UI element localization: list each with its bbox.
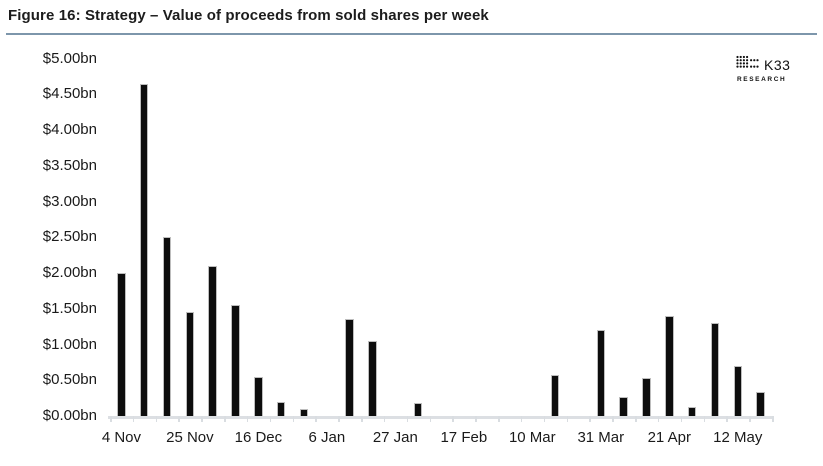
y-axis-label: $0.00bn — [42, 407, 97, 424]
x-axis-tick — [452, 416, 454, 422]
bar-23-dec — [276, 401, 286, 416]
bar-7-apr — [619, 396, 628, 416]
x-axis-label: 4 Nov — [101, 429, 141, 446]
x-axis-tick — [132, 416, 135, 422]
x-axis-label: 10 Mar — [508, 429, 556, 446]
x-axis-tick — [178, 416, 180, 422]
x-axis-tick — [338, 416, 340, 422]
logo-sub-text: RESEARCH — [737, 76, 787, 83]
bar-28-apr — [687, 407, 697, 416]
x-axis-tick — [429, 416, 432, 422]
x-axis-tick — [246, 416, 249, 422]
x-axis-tick — [315, 416, 317, 422]
bar-9-dec — [231, 305, 240, 416]
x-axis-tick — [292, 416, 295, 422]
x-axis-tick — [566, 416, 569, 422]
x-axis-tick — [635, 416, 637, 422]
x-axis-tick — [612, 416, 614, 422]
bar-17-mar — [550, 374, 560, 416]
bar-14-apr — [642, 378, 651, 416]
bar-20-jan — [368, 340, 377, 416]
bar-30-dec — [299, 408, 309, 416]
x-axis-tick — [475, 416, 477, 422]
x-axis-tick — [543, 416, 546, 422]
y-axis-label: $3.50bn — [42, 156, 97, 174]
x-axis-label: 12 May — [713, 429, 763, 446]
x-axis-tick — [680, 416, 683, 422]
y-axis-label: $1.00bn — [42, 335, 97, 353]
x-axis-tick — [224, 416, 226, 422]
bar-25-nov — [185, 312, 195, 416]
x-axis-tick — [703, 416, 706, 422]
title-underline — [6, 33, 817, 35]
k33-research-logo: K33 RESEARCH — [736, 55, 812, 83]
bar-3-feb — [413, 403, 423, 416]
bar-16-dec — [254, 376, 263, 416]
x-axis-label: 21 Apr — [647, 429, 691, 446]
bar-31-mar — [596, 330, 606, 416]
x-axis-tick — [772, 416, 774, 422]
x-axis-line — [108, 416, 774, 419]
x-axis-tick — [155, 416, 158, 422]
bar-12-may — [733, 365, 742, 416]
x-axis-label: 31 Mar — [577, 429, 625, 446]
y-axis-label: $0.50bn — [42, 371, 97, 389]
bar-18-nov — [162, 237, 172, 416]
x-axis-label: 17 Feb — [440, 429, 488, 446]
x-axis-tick — [110, 416, 112, 422]
x-axis-tick — [383, 416, 386, 422]
y-axis-label: $4.00bn — [42, 121, 97, 138]
x-axis-label: 27 Jan — [372, 429, 418, 446]
x-axis-tick — [406, 416, 409, 422]
bar-2-dec — [208, 265, 217, 416]
bar-19-may — [756, 392, 765, 416]
bar-11-nov — [139, 83, 149, 416]
bar-13-jan — [345, 319, 354, 416]
x-axis-label: 25 Nov — [166, 429, 214, 446]
x-axis-tick — [498, 416, 500, 422]
x-axis-tick — [726, 416, 728, 422]
x-axis-tick — [589, 416, 591, 422]
x-axis-tick — [269, 416, 272, 422]
k33-dot-matrix-icon — [736, 55, 760, 75]
figure-title: Figure 16: Strategy – Value of proceeds … — [8, 7, 489, 24]
y-axis-label: $2.50bn — [42, 228, 97, 246]
x-axis-label: 16 Dec — [234, 429, 283, 446]
y-axis-label: $5.00bn — [42, 49, 97, 67]
y-axis-label: $4.50bn — [42, 85, 97, 103]
y-axis-label: $2.00bn — [42, 264, 97, 281]
y-axis-label: $3.00bn — [42, 192, 97, 210]
x-axis-tick — [749, 416, 751, 422]
bar-4-nov — [117, 273, 126, 416]
y-axis-label: $1.50bn — [42, 299, 97, 317]
x-axis-tick — [520, 416, 523, 422]
bar-21-apr — [665, 315, 674, 416]
x-axis-tick — [361, 416, 363, 422]
bar-5-may — [710, 323, 720, 416]
x-axis-label: 6 Jan — [308, 429, 346, 446]
logo-brand-text: K33 — [764, 57, 791, 73]
x-axis-tick — [201, 416, 203, 422]
x-axis-tick — [657, 416, 660, 422]
